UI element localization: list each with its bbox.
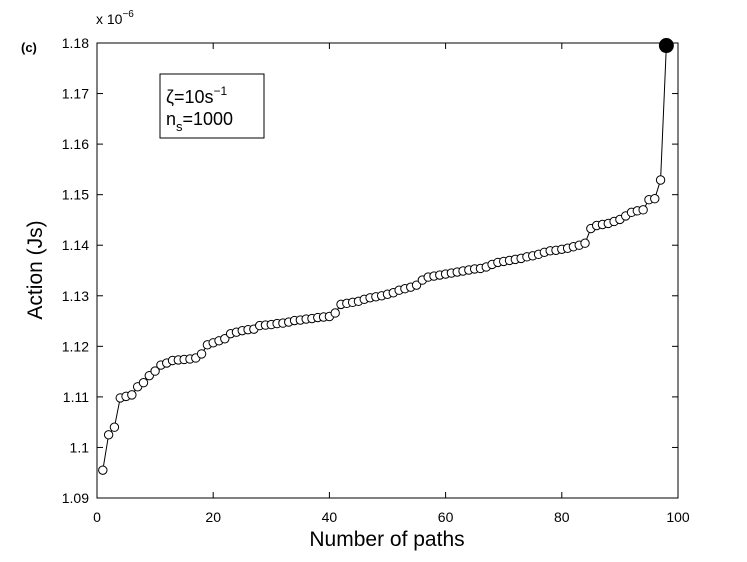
legend-frame bbox=[159, 73, 265, 139]
data-point bbox=[580, 238, 590, 248]
legend-box: ζ=10s−1 ns=1000 bbox=[159, 73, 265, 139]
data-point bbox=[109, 422, 120, 432]
axis-ticks: 0 20 40 60 80 100 1.09 1.1 1.11 1.12 1.13 1.14 1.15 1… bbox=[62, 35, 690, 525]
data-point bbox=[220, 334, 230, 344]
y-multiplier-exponent: −6 bbox=[122, 9, 134, 20]
y-tick-label: 1.17 bbox=[62, 86, 89, 102]
data-point bbox=[150, 366, 160, 376]
y-tick-label: 1.11 bbox=[63, 389, 89, 405]
x-tick-label: 80 bbox=[554, 509, 570, 525]
data-point bbox=[411, 280, 422, 290]
data-point bbox=[638, 205, 648, 215]
x-tick-label: 100 bbox=[666, 509, 690, 525]
series-group bbox=[98, 38, 674, 475]
y-tick-label: 1.16 bbox=[62, 136, 89, 152]
panel-label: (c) bbox=[21, 40, 37, 55]
x-tick-label: 20 bbox=[205, 509, 221, 525]
data-point bbox=[103, 430, 114, 440]
data-point bbox=[127, 390, 137, 400]
x-tick-label: 0 bbox=[93, 509, 101, 525]
legend-line-zeta: ζ=10s−1 bbox=[166, 84, 227, 107]
data-point bbox=[655, 175, 666, 185]
y-tick-label: 1.1 bbox=[70, 439, 90, 455]
y-axis-label: Action (Js) bbox=[24, 220, 47, 319]
data-point bbox=[98, 465, 108, 475]
y-tick-label: 1.09 bbox=[62, 490, 89, 506]
y-tick-label: 1.12 bbox=[62, 338, 89, 354]
x-tick-label: 40 bbox=[322, 509, 338, 525]
y-tick-label: 1.15 bbox=[62, 187, 89, 203]
highlight-point bbox=[658, 38, 674, 54]
data-point bbox=[138, 378, 149, 388]
data-point bbox=[650, 194, 660, 204]
y-tick-label: 1.18 bbox=[62, 35, 89, 51]
y-tick-label: 1.13 bbox=[62, 288, 89, 304]
data-point bbox=[330, 308, 340, 318]
x-axis-label: Number of paths bbox=[309, 528, 464, 551]
y-tick-label: 1.14 bbox=[62, 237, 89, 253]
legend-line-ns: ns=1000 bbox=[166, 109, 233, 134]
y-multiplier: x 10−6 bbox=[96, 9, 134, 27]
x-tick-label: 60 bbox=[438, 509, 454, 525]
data-point bbox=[196, 349, 207, 359]
